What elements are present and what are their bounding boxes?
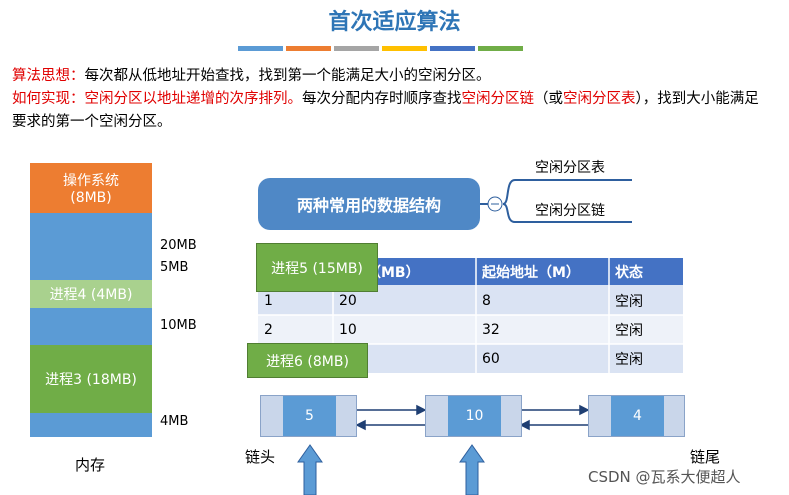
text: 空闲分区以地址递增的次序排列。 bbox=[84, 91, 303, 107]
td: 空闲 bbox=[615, 351, 643, 368]
text: 每次分配内存时顺序查找 bbox=[302, 91, 462, 107]
branch: 空闲分区链 bbox=[535, 203, 605, 219]
node-value: 5 bbox=[283, 396, 336, 436]
text: 空闲分区表 bbox=[563, 91, 636, 107]
td: 空闲 bbox=[615, 293, 643, 310]
label: 如何实现： bbox=[12, 91, 85, 107]
size-label: 10MB bbox=[160, 318, 197, 333]
node-value: 10 bbox=[448, 396, 501, 436]
size-label: 5MB bbox=[160, 260, 189, 275]
chain-tail: 链尾 bbox=[690, 448, 721, 466]
chain-node: 10 bbox=[425, 395, 522, 437]
td: 32 bbox=[482, 321, 500, 338]
how-line: 如何实现：空闲分区以地址递增的次序排列。每次分配内存时顺序查找空闲分区链（或空闲… bbox=[12, 88, 772, 134]
td: 60 bbox=[482, 350, 500, 367]
chain-node: 5 bbox=[260, 395, 357, 437]
label: 算法思想： bbox=[12, 68, 85, 84]
os: 操作系统 bbox=[63, 173, 119, 189]
td: 8 bbox=[482, 292, 491, 309]
chain-head: 链头 bbox=[245, 448, 276, 466]
title: 首次适应算法 bbox=[328, 10, 461, 35]
mind-center: 两种常用的数据结构 bbox=[296, 196, 441, 215]
caption: 内存 bbox=[75, 456, 106, 474]
p6-overlay: 进程6 (8MB) bbox=[247, 343, 368, 378]
p4-block: 进程4 (4MB) bbox=[30, 280, 152, 308]
idea-line: 算法思想：每次都从低地址开始查找，找到第一个能满足大小的空闲分区。 bbox=[12, 64, 491, 85]
size-label: 20MB bbox=[160, 238, 197, 253]
text: 空闲分区链 bbox=[461, 91, 535, 107]
os-block: 操作系统 (8MB) bbox=[30, 163, 152, 213]
text: ），找到大小能满足要求的第一个空闲分区。 bbox=[12, 91, 759, 130]
os-size: (8MB) bbox=[70, 190, 112, 206]
text: （或 bbox=[534, 91, 563, 107]
node-value: 4 bbox=[611, 396, 664, 436]
th: 状态 bbox=[615, 264, 643, 281]
p3-block: 进程3 (18MB) bbox=[30, 345, 152, 413]
free-block bbox=[30, 213, 152, 280]
branch: 空闲分区表 bbox=[535, 160, 605, 176]
p5-overlay: 进程5 (15MB) bbox=[256, 243, 378, 292]
td: 10 bbox=[339, 321, 357, 338]
watermark: CSDN @瓦系大便超人 bbox=[588, 468, 741, 486]
size-label: 4MB bbox=[160, 414, 189, 429]
chain-node: 4 bbox=[588, 395, 685, 437]
td: 2 bbox=[264, 321, 273, 338]
free-block bbox=[30, 308, 152, 345]
td: 空闲 bbox=[615, 322, 643, 339]
text: 每次都从低地址开始查找，找到第一个能满足大小的空闲分区。 bbox=[84, 68, 491, 84]
td: 1 bbox=[264, 292, 273, 309]
td: 20 bbox=[339, 292, 357, 309]
th: 起始地址（M） bbox=[482, 264, 580, 281]
free-block bbox=[30, 413, 152, 437]
